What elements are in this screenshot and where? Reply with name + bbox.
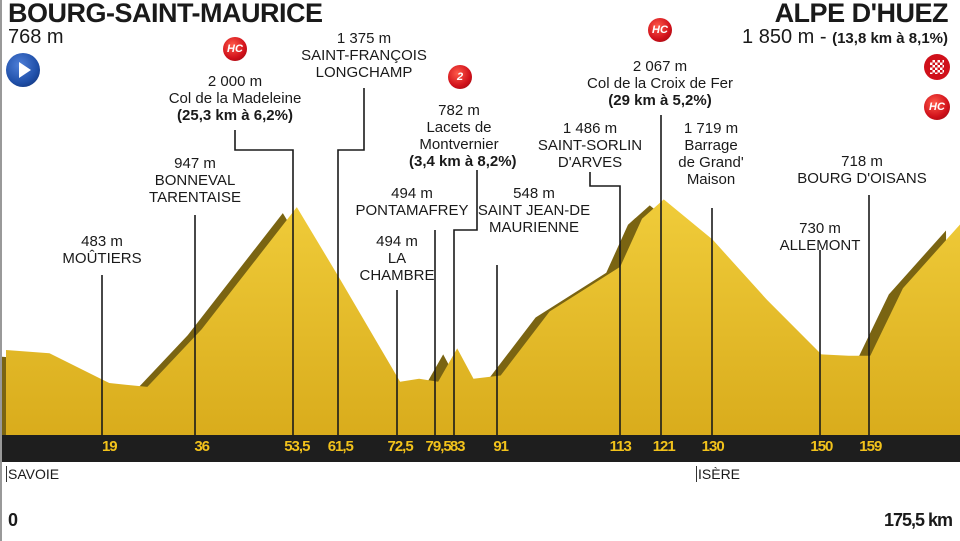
km-band [2,435,960,462]
finish-info: 1 850 m - (13,8 km à 8,1%) [742,26,948,49]
waypoint-saint-jean: 548 m SAINT JEAN-DE MAURIENNE [477,185,591,236]
waypoint-barrage: 1 719 m Barrage de Grand' Maison [678,120,744,188]
km-label: 91 [493,438,509,455]
waypoint-croix-de-fer: 2 067 m Col de la Croix de Fer (29 km à 5,… [587,58,733,109]
waypoint-madeleine: 2 000 m Col de la Madeleine (25,3 km à 6,2… [168,73,302,124]
leader-line [337,88,365,435]
km-label: 150 [810,438,833,455]
leader-line [453,170,478,435]
km-label: 83 [449,438,466,455]
finish-altitude: 1 850 m - [742,26,827,48]
start-arrow-icon [6,53,40,87]
waypoint-la-chambre: 494 m LA CHAMBRE [359,233,435,284]
leader-line [589,172,621,435]
axis-start-label: 0 [8,510,19,530]
km-label: 130 [701,438,725,455]
km-label: 79,5 [425,438,452,455]
waypoint-bourg-doisans: 718 m BOURG D'OISANS [797,153,927,187]
hc-badge-icon: HC [648,18,672,42]
hc-badge-icon: HC [924,94,950,120]
axis-end-label: 175,5 km [883,510,953,530]
elevation-area [6,199,960,435]
waypoint-montvernier: 782 m Lacets de Montvernier (3,4 km à 8,2%… [409,102,517,170]
km-label: 36 [194,438,210,455]
km-label: 61,5 [327,438,354,455]
km-label: 121 [652,438,676,455]
start-altitude: 768 m [8,26,64,48]
finish-title: ALPE D'HUEZ [774,0,949,28]
km-label: 72,5 [387,438,413,455]
km-label: 113 [609,438,632,455]
finish-flag-icon [924,54,950,80]
waypoint-pontamafrey: 494 m PONTAMAFREY [355,185,469,219]
waypoint-allemont: 730 m ALLEMONT [779,220,861,254]
waypoint-saint-francois: 1 375 m SAINT-FRANÇOIS LONGCHAMP [301,30,427,81]
km-label: 53,5 [284,438,310,455]
waypoint-moutiers: 483 m MOÛTIERS [62,233,142,267]
leader-line [234,130,294,435]
km-label: 159 [859,438,882,455]
waypoint-saint-sorlin: 1 486 m SAINT-SORLIN D'ARVES [537,120,643,171]
km-label: 19 [101,438,118,455]
waypoint-bonneval: 947 m BONNEVAL TARENTAISE [149,155,241,206]
region-savoie: SAVOIE [6,466,60,482]
finish-climb: (13,8 km à 8,1%) [832,30,948,47]
region-isere: ISÈRE [696,466,741,482]
hc-badge-icon: HC [223,37,247,61]
start-title: BOURG-SAINT-MAURICE [8,0,323,28]
cat2-badge-icon: 2 [448,65,472,89]
